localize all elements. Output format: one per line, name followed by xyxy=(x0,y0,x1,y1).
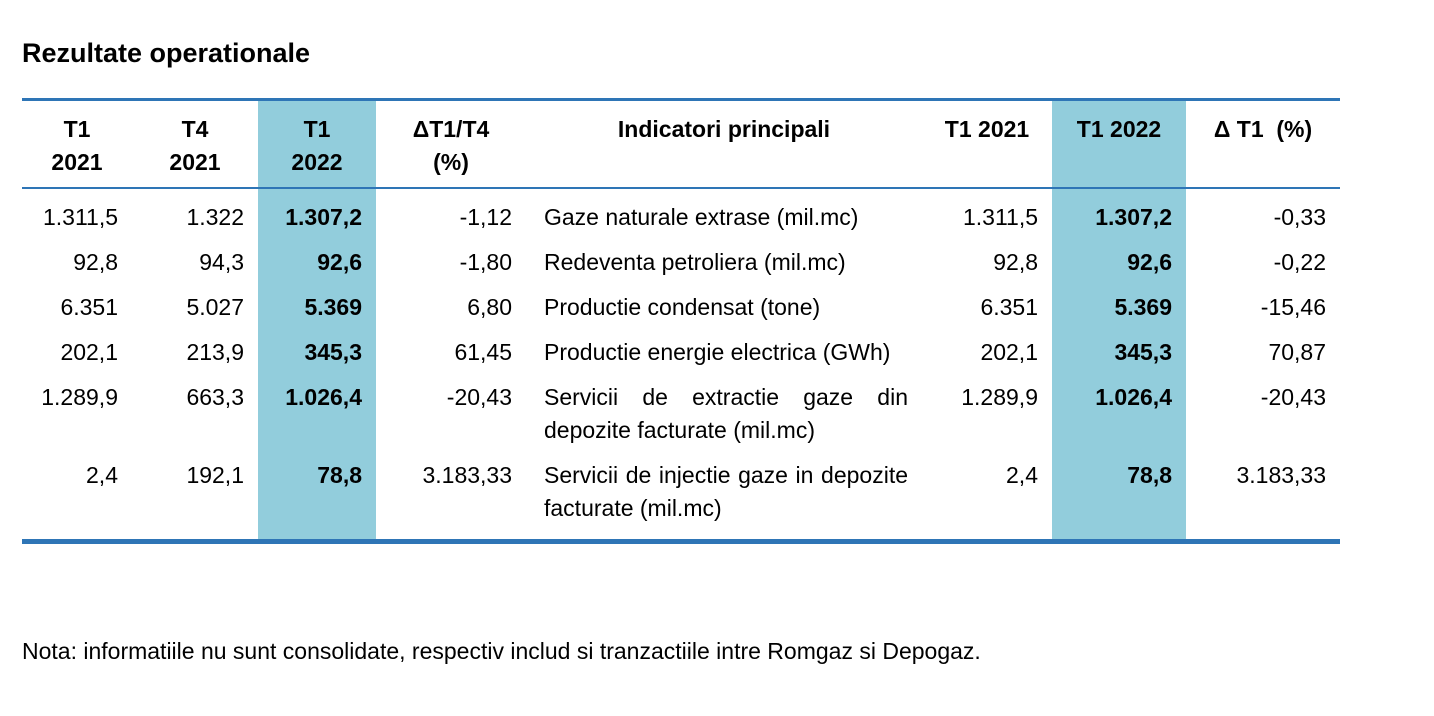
cell-indicator: Redeventa petroliera (mil.mc) xyxy=(544,249,846,275)
table-row: 2,4 192,1 78,8 3.183,33 Servicii de inje… xyxy=(22,459,1340,542)
cell-delta-t1-t4: 6,80 xyxy=(467,294,512,320)
footnote: Nota: informatiile nu sunt consolidate, … xyxy=(22,638,981,664)
table-row: 1.311,5 1.322 1.307,2 -1,12 Gaze natural… xyxy=(22,188,1340,246)
cell-t1-2021: 1.289,9 xyxy=(41,384,118,410)
results-table: T1 2021 T4 2021 T1 2022 ΔT1/T4 (%) Indic… xyxy=(22,98,1340,544)
cell-t4-2021: 94,3 xyxy=(199,249,244,275)
cell-t1-2021: 92,8 xyxy=(73,249,118,275)
cell-indicator: Servicii de extractie gaze din depozite … xyxy=(544,384,908,443)
cell-right-t1-2022: 92,6 xyxy=(1052,246,1186,291)
cell-t1-2022: 78,8 xyxy=(258,459,376,542)
header-t4-2021: T4 2021 xyxy=(169,116,221,175)
header-right-delta-t1: Δ T1 (%) xyxy=(1213,116,1313,142)
cell-t1-2022: 1.307,2 xyxy=(258,188,376,246)
cell-right-t1-2021: 202,1 xyxy=(980,339,1038,365)
cell-right-t1-2021: 6.351 xyxy=(980,294,1038,320)
table-row: 6.351 5.027 5.369 6,80 Productie condens… xyxy=(22,291,1340,336)
table-row: 92,8 94,3 92,6 -1,80 Redeventa petrolier… xyxy=(22,246,1340,291)
cell-delta-t1-t4: -1,80 xyxy=(459,249,512,275)
cell-right-t1-2022: 78,8 xyxy=(1052,459,1186,542)
cell-t1-2021: 202,1 xyxy=(60,339,118,365)
table-row: 202,1 213,9 345,3 61,45 Productie energi… xyxy=(22,336,1340,381)
cell-indicator: Productie energie electrica (GWh) xyxy=(544,339,891,365)
cell-indicator: Productie condensat (tone) xyxy=(544,294,821,320)
cell-right-delta-t1: 70,87 xyxy=(1268,339,1326,365)
header-right-t1-2022: T1 2022 xyxy=(1052,99,1186,188)
cell-t4-2021: 213,9 xyxy=(186,339,244,365)
cell-t4-2021: 1.322 xyxy=(186,204,244,230)
cell-right-t1-2021: 92,8 xyxy=(993,249,1038,275)
cell-right-delta-t1: -20,43 xyxy=(1260,384,1326,410)
cell-t1-2021: 6.351 xyxy=(60,294,118,320)
cell-right-delta-t1: -0,22 xyxy=(1273,249,1326,275)
cell-t1-2022: 92,6 xyxy=(258,246,376,291)
cell-delta-t1-t4: 3.183,33 xyxy=(422,462,512,488)
cell-t1-2022: 5.369 xyxy=(258,291,376,336)
cell-right-t1-2022: 345,3 xyxy=(1052,336,1186,381)
header-t1-2022: T1 2022 xyxy=(258,99,376,188)
cell-t1-2021: 1.311,5 xyxy=(42,204,118,230)
cell-right-t1-2021: 1.289,9 xyxy=(961,384,1038,410)
cell-t4-2021: 5.027 xyxy=(186,294,244,320)
table-header-row: T1 2021 T4 2021 T1 2022 ΔT1/T4 (%) Indic… xyxy=(22,99,1340,188)
cell-t1-2022: 345,3 xyxy=(258,336,376,381)
cell-t4-2021: 663,3 xyxy=(186,384,244,410)
header-indicators: Indicatori principali xyxy=(617,116,831,142)
cell-t1-2022: 1.026,4 xyxy=(258,381,376,459)
results-table-container: T1 2021 T4 2021 T1 2022 ΔT1/T4 (%) Indic… xyxy=(22,98,1340,544)
cell-t4-2021: 192,1 xyxy=(186,462,244,488)
page-title: Rezultate operationale xyxy=(22,38,311,68)
header-delta-t1-t4: ΔT1/T4 (%) xyxy=(412,116,490,175)
cell-delta-t1-t4: -1,12 xyxy=(459,204,512,230)
cell-right-delta-t1: -15,46 xyxy=(1260,294,1326,320)
cell-right-t1-2021: 1.311,5 xyxy=(962,204,1038,230)
cell-indicator: Servicii de injectie gaze in depozite fa… xyxy=(544,462,908,521)
cell-indicator: Gaze naturale extrase (mil.mc) xyxy=(544,204,859,230)
cell-right-t1-2021: 2,4 xyxy=(1006,462,1038,488)
cell-right-delta-t1: 3.183,33 xyxy=(1236,462,1326,488)
cell-right-t1-2022: 1.307,2 xyxy=(1052,188,1186,246)
cell-right-delta-t1: -0,33 xyxy=(1273,204,1326,230)
cell-delta-t1-t4: -20,43 xyxy=(446,384,512,410)
header-right-t1-2021: T1 2021 xyxy=(944,116,1030,142)
cell-delta-t1-t4: 61,45 xyxy=(454,339,512,365)
cell-right-t1-2022: 1.026,4 xyxy=(1052,381,1186,459)
table-row: 1.289,9 663,3 1.026,4 -20,43 Servicii de… xyxy=(22,381,1340,459)
cell-right-t1-2022: 5.369 xyxy=(1052,291,1186,336)
cell-t1-2021: 2,4 xyxy=(86,462,118,488)
header-t1-2021: T1 2021 xyxy=(51,116,103,175)
